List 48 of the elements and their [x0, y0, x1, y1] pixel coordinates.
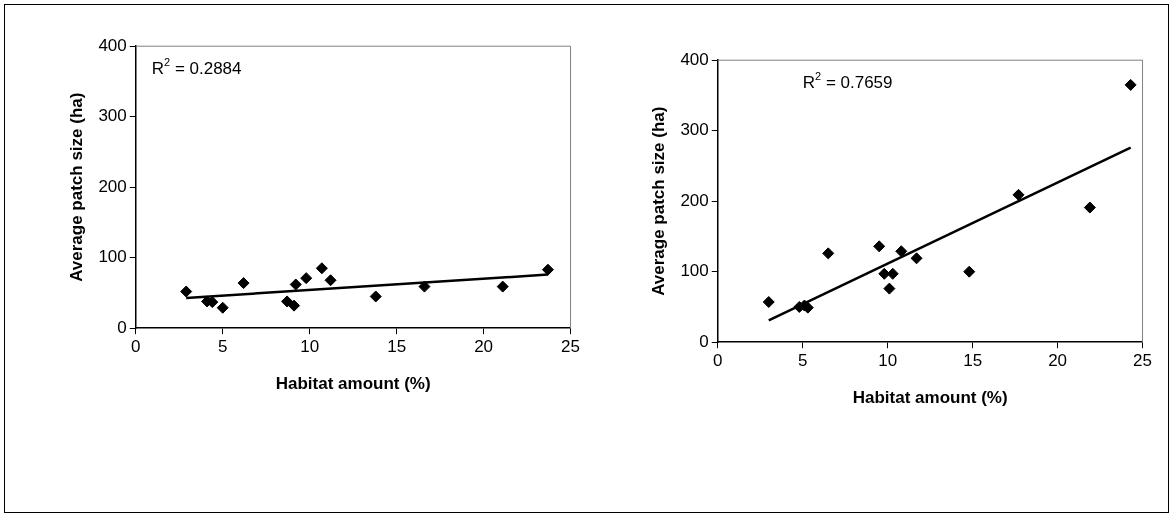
x-tick-label: 20: [1048, 351, 1068, 371]
point: [288, 299, 301, 312]
point: [910, 252, 923, 265]
x-tick-label: 0: [713, 351, 723, 371]
point: [541, 263, 554, 276]
point: [289, 278, 302, 291]
point: [418, 280, 431, 293]
point: [1012, 188, 1025, 201]
x-tick-label: 25: [561, 337, 581, 357]
x-tick-label: 5: [797, 351, 808, 371]
y-tick-label: 400: [98, 35, 127, 55]
point: [300, 272, 313, 285]
y-axis-title: Average patch size (ha): [66, 92, 86, 282]
point: [216, 301, 229, 314]
x-tick-label: 15: [387, 337, 407, 357]
y-axis-title: Average patch size (ha): [648, 106, 668, 296]
point: [883, 282, 896, 295]
point: [762, 296, 775, 309]
point: [963, 265, 976, 278]
x-axis-title: Habitat amount (%): [852, 388, 1008, 408]
y-tick-label: 400: [680, 49, 709, 69]
y-tick-label: 200: [680, 190, 709, 210]
y-tick-label: 200: [98, 176, 127, 196]
y-tick-label: 300: [680, 120, 709, 140]
point: [822, 247, 835, 260]
point: [496, 280, 509, 293]
point: [1083, 201, 1096, 214]
x-tick-label: 15: [963, 351, 983, 371]
y-tick-label: 300: [98, 106, 127, 126]
point: [237, 277, 250, 290]
point: [873, 240, 886, 253]
point: [180, 285, 193, 298]
x-tick-label: 25: [1133, 351, 1153, 371]
point: [315, 262, 328, 275]
x-tick-label: 5: [217, 337, 228, 357]
x-tick-label: 20: [474, 337, 494, 357]
y-tick-label: 100: [98, 247, 127, 267]
point: [895, 245, 908, 258]
x-tick-label: 0: [131, 337, 141, 357]
point: [369, 290, 382, 303]
point: [281, 295, 294, 308]
x-tick-label: 10: [300, 337, 320, 357]
y-tick-label: 0: [117, 317, 127, 337]
x-axis-title: Habitat amount (%): [275, 374, 431, 394]
x-tick-label: 10: [878, 351, 898, 371]
point: [1124, 78, 1137, 91]
point: [324, 274, 337, 287]
y-tick-label: 100: [680, 261, 709, 281]
